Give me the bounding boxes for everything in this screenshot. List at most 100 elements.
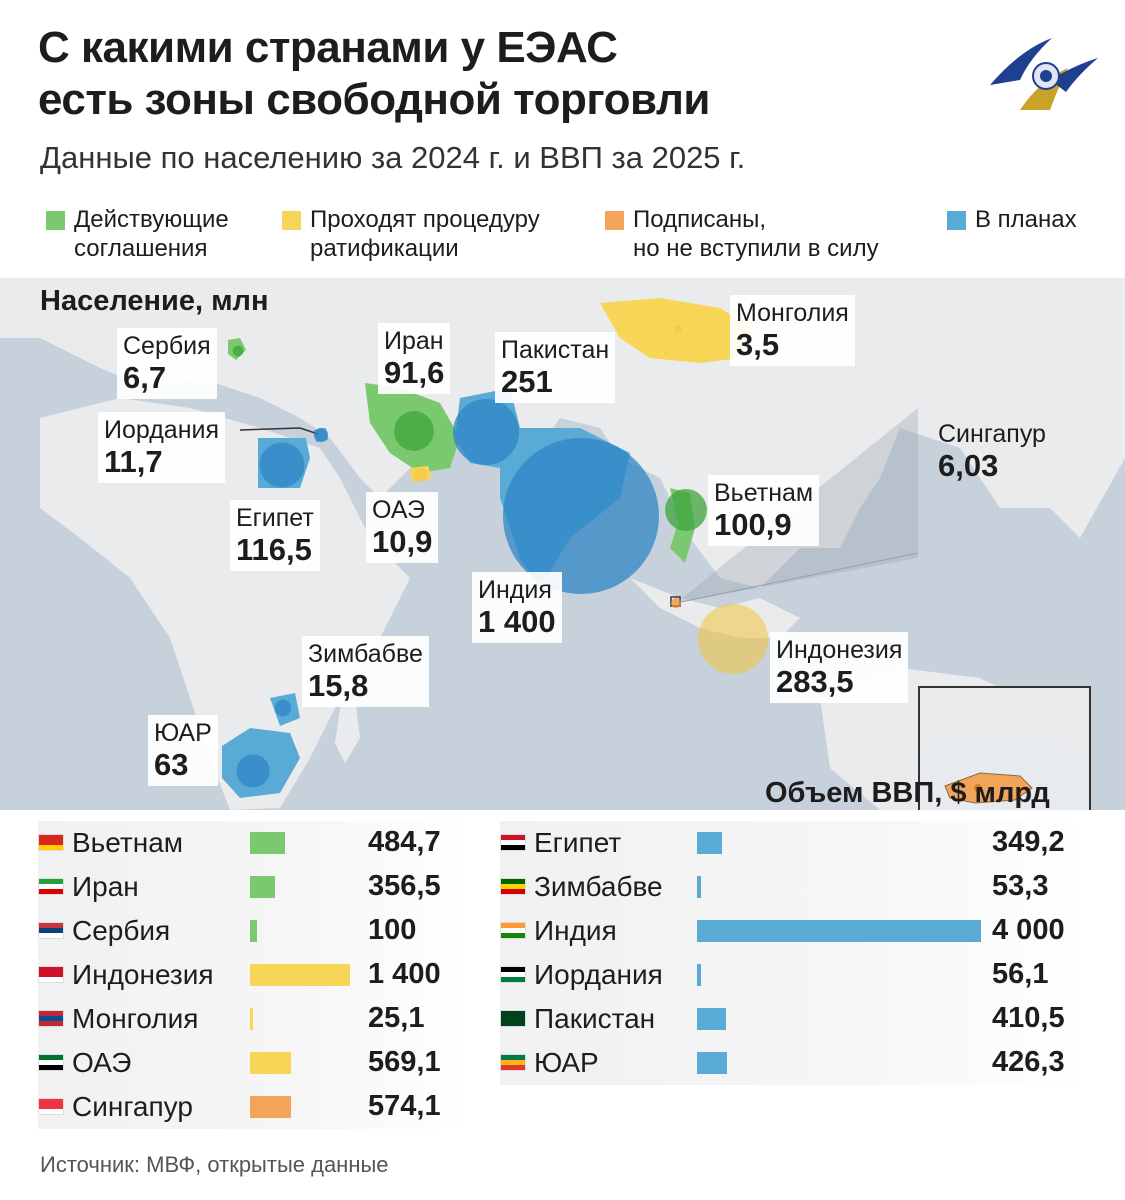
singapore-connector xyxy=(675,552,919,604)
gdp-row: Индонезия 1 400 xyxy=(38,953,468,997)
gdp-value: 25,1 xyxy=(368,1002,425,1034)
map-label-zimbabwe: Зимбабве 15,8 xyxy=(302,636,429,707)
country-flag-icon xyxy=(38,966,64,983)
gdp-row: ЮАР 426,3 xyxy=(500,1041,1085,1085)
gdp-bar xyxy=(697,964,701,986)
country-flag-icon xyxy=(38,1010,64,1027)
population-bubble xyxy=(452,398,520,466)
country-name: Вьетнам xyxy=(72,827,184,858)
map-label-mongolia-name: Монголия xyxy=(736,299,849,327)
legend-ratification: Проходят процедуру ратификации xyxy=(282,205,540,263)
map-label-india: Индия 1 400 xyxy=(472,572,562,643)
gdp-bar xyxy=(697,920,981,942)
country-flag-icon xyxy=(38,834,64,851)
gdp-title: Объем ВВП, $ млрд xyxy=(765,777,1050,809)
legend-label-ratification: Проходят процедуру ратификации xyxy=(310,206,540,262)
legend-label-signed: Подписаны, но не вступили в силу xyxy=(633,206,879,262)
map-label-singapore-value: 6,03 xyxy=(938,448,999,483)
legend-planned: В планах xyxy=(947,205,1077,234)
population-bubble xyxy=(414,468,428,482)
population-title: Население, млн xyxy=(40,285,269,317)
country-flag-icon xyxy=(38,1098,64,1115)
gdp-value: 484,7 xyxy=(368,826,441,858)
land-madagascar xyxy=(335,698,360,763)
map-label-serbia-name: Сербия xyxy=(123,332,211,360)
gdp-row: Зимбабве 53,3 xyxy=(500,865,1085,909)
gdp-value: 100 xyxy=(368,914,417,946)
country-name: ОАЭ xyxy=(72,1047,132,1078)
country-flag-icon xyxy=(500,878,526,895)
gdp-row: Индия 4 000 xyxy=(500,909,1085,953)
population-bubble xyxy=(670,597,682,609)
map-label-south-africa: ЮАР 63 xyxy=(148,715,218,786)
population-bubble xyxy=(674,325,682,333)
population-bubble xyxy=(313,427,329,443)
country-name: Индонезия xyxy=(72,959,214,990)
map-label-zimbabwe-value: 15,8 xyxy=(308,668,369,703)
country-name: Сингапур xyxy=(72,1091,193,1122)
map-label-jordan-name: Иордания xyxy=(104,416,220,444)
page-subtitle: Данные по населению за 2024 г. и ВВП за … xyxy=(40,140,746,175)
map-label-singapore-name: Сингапур xyxy=(938,420,1046,448)
country-name: Египет xyxy=(534,827,622,858)
gdp-value: 356,5 xyxy=(368,870,441,902)
map-label-jordan: Иордания 11,7 xyxy=(98,412,226,483)
gdp-row: Иран 356,5 xyxy=(38,865,468,909)
map-label-egypt: Египет 116,5 xyxy=(230,500,320,571)
map-label-singapore: Сингапур 6,03 xyxy=(932,416,1052,487)
title-line-2: есть зоны свободной торговли xyxy=(38,75,710,124)
map-label-uae-value: 10,9 xyxy=(372,524,433,559)
map-label-south-africa-value: 63 xyxy=(154,747,189,782)
map-label-mongolia: Монголия 3,5 xyxy=(730,295,855,366)
gdp-row: Египет 349,2 xyxy=(500,821,1085,865)
map-label-serbia-value: 6,7 xyxy=(123,360,167,395)
country-name: Сербия xyxy=(72,915,171,946)
population-bubble xyxy=(232,345,244,357)
population-bubble xyxy=(665,489,707,531)
source-note: Источник: МВФ, открытые данные xyxy=(40,1152,389,1177)
legend-swatch-ratification xyxy=(282,211,301,230)
gdp-value: 574,1 xyxy=(368,1090,441,1122)
map-label-iran-name: Иран xyxy=(384,327,444,355)
map-label-pakistan-name: Пакистан xyxy=(501,336,610,364)
population-bubbles xyxy=(232,325,769,788)
gdp-bar xyxy=(250,832,285,854)
map-label-uae: ОАЭ 10,9 xyxy=(366,492,439,563)
population-bubble xyxy=(503,438,659,594)
map-label-vietnam-value: 100,9 xyxy=(714,507,792,542)
map-label-egypt-value: 116,5 xyxy=(236,532,312,567)
inset-singapore-dot xyxy=(974,784,982,792)
map-label-india-value: 1 400 xyxy=(478,604,556,639)
gdp-row: Пакистан 410,5 xyxy=(500,997,1085,1041)
country-name: Монголия xyxy=(72,1003,199,1034)
gdp-bar xyxy=(697,832,722,854)
country-flag-icon xyxy=(500,1010,526,1027)
gdp-bar xyxy=(697,1052,728,1074)
country-name: ЮАР xyxy=(534,1047,599,1078)
population-bubble xyxy=(697,603,769,675)
legend-swatch-signed xyxy=(605,211,624,230)
eaeu-logo-icon xyxy=(990,38,1098,110)
gdp-row: Иордания 56,1 xyxy=(500,953,1085,997)
inset-singapore-shape xyxy=(944,772,1033,804)
map-label-mongolia-value: 3,5 xyxy=(736,327,780,362)
country-name: Иордания xyxy=(534,959,663,990)
singapore-inset xyxy=(918,686,1091,810)
map-label-indonesia-name: Индонезия xyxy=(776,636,903,664)
country-flag-icon xyxy=(38,922,64,939)
gdp-value: 569,1 xyxy=(368,1046,441,1078)
gdp-bar xyxy=(697,1008,727,1030)
country-flag-icon xyxy=(500,922,526,939)
map-label-uae-name: ОАЭ xyxy=(372,496,425,524)
inset-land xyxy=(920,688,1089,757)
gdp-bar xyxy=(250,876,276,898)
country-flag-icon xyxy=(500,966,526,983)
gdp-bar xyxy=(697,876,701,898)
country-flag-icon xyxy=(500,834,526,851)
gdp-value: 56,1 xyxy=(992,958,1049,990)
gdp-bar xyxy=(250,1008,253,1030)
legend-swatch-planned xyxy=(947,211,966,230)
map-label-serbia: Сербия 6,7 xyxy=(117,328,217,399)
population-bubble xyxy=(259,442,305,488)
gdp-value: 349,2 xyxy=(992,826,1065,858)
